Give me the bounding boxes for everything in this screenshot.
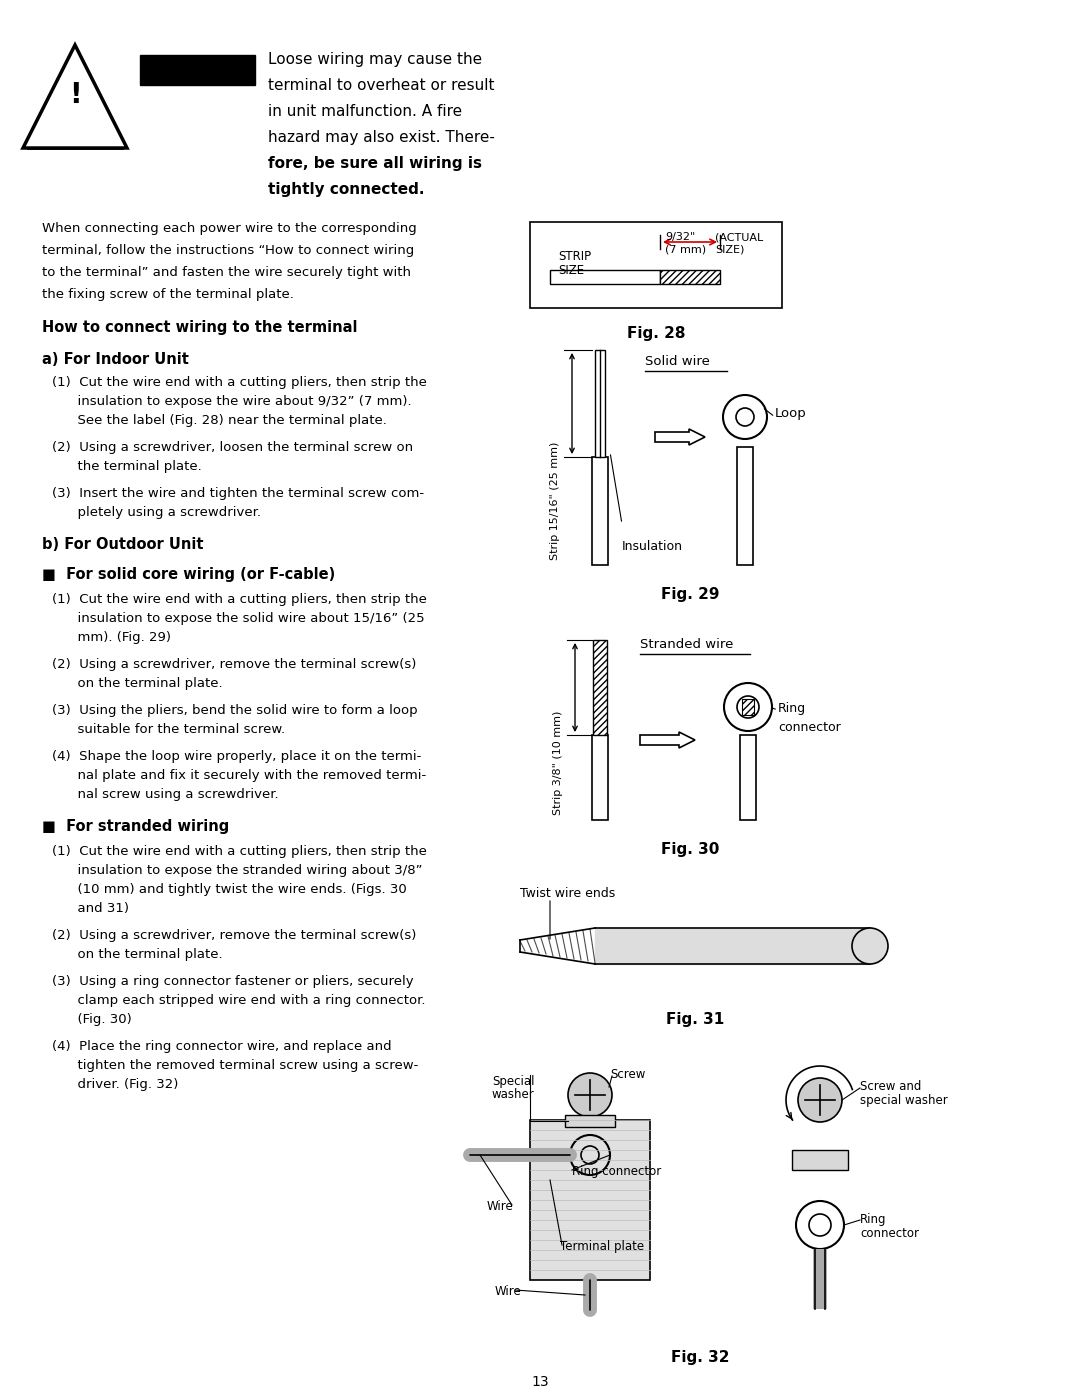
Text: Loose wiring may cause the: Loose wiring may cause the <box>268 52 482 67</box>
Bar <box>140 54 255 85</box>
Text: (3)  Using the pliers, bend the solid wire to form a loop: (3) Using the pliers, bend the solid wir… <box>52 704 418 717</box>
Text: (ACTUAL: (ACTUAL <box>715 232 764 242</box>
Bar <box>565 1115 615 1127</box>
Text: (1)  Cut the wire end with a cutting pliers, then strip the: (1) Cut the wire end with a cutting plie… <box>52 845 427 858</box>
Text: Ring: Ring <box>860 1213 887 1227</box>
Text: terminal, follow the instructions “How to connect wiring: terminal, follow the instructions “How t… <box>42 244 415 257</box>
Text: Strip 3/8" (10 mm): Strip 3/8" (10 mm) <box>553 711 563 814</box>
Bar <box>593 640 607 735</box>
Text: terminal to overheat or result: terminal to overheat or result <box>268 78 495 94</box>
Circle shape <box>852 928 888 964</box>
Text: (4)  Shape the loop wire properly, place it on the termi-: (4) Shape the loop wire properly, place … <box>52 750 421 763</box>
Text: Fig. 32: Fig. 32 <box>671 1350 729 1365</box>
Text: a) For Indoor Unit: a) For Indoor Unit <box>42 352 189 367</box>
Text: washer: washer <box>492 1088 535 1101</box>
Text: on the terminal plate.: on the terminal plate. <box>52 678 222 690</box>
Text: to the terminal” and fasten the wire securely tight with: to the terminal” and fasten the wire sec… <box>42 265 411 279</box>
Text: nal screw using a screwdriver.: nal screw using a screwdriver. <box>52 788 279 800</box>
Text: See the label (Fig. 28) near the terminal plate.: See the label (Fig. 28) near the termina… <box>52 414 387 427</box>
Bar <box>792 1150 848 1171</box>
Text: !: ! <box>69 81 81 109</box>
Text: mm). (Fig. 29): mm). (Fig. 29) <box>52 631 171 644</box>
Text: SIZE): SIZE) <box>715 244 744 254</box>
Text: 13: 13 <box>531 1375 549 1389</box>
Text: (Fig. 30): (Fig. 30) <box>52 1013 132 1025</box>
Text: insulation to expose the stranded wiring about 3/8”: insulation to expose the stranded wiring… <box>52 863 422 877</box>
Bar <box>592 457 608 564</box>
Text: clamp each stripped wire end with a ring connector.: clamp each stripped wire end with a ring… <box>52 995 426 1007</box>
Text: tightly connected.: tightly connected. <box>268 182 424 197</box>
Text: nal plate and fix it securely with the removed termi-: nal plate and fix it securely with the r… <box>52 768 427 782</box>
Text: Fig. 29: Fig. 29 <box>661 587 719 602</box>
Text: Ring: Ring <box>778 703 806 715</box>
Text: Special: Special <box>492 1076 535 1088</box>
Text: (2)  Using a screwdriver, remove the terminal screw(s): (2) Using a screwdriver, remove the term… <box>52 929 417 942</box>
Text: When connecting each power wire to the corresponding: When connecting each power wire to the c… <box>42 222 417 235</box>
Bar <box>592 735 608 820</box>
Text: Wire: Wire <box>487 1200 514 1213</box>
Text: ■  For solid core wiring (or F-cable): ■ For solid core wiring (or F-cable) <box>42 567 335 583</box>
Text: Ring connector: Ring connector <box>572 1165 661 1178</box>
Bar <box>530 222 782 307</box>
Text: pletely using a screwdriver.: pletely using a screwdriver. <box>52 506 261 520</box>
Text: driver. (Fig. 32): driver. (Fig. 32) <box>52 1078 178 1091</box>
Text: b) For Outdoor Unit: b) For Outdoor Unit <box>42 536 203 552</box>
Text: STRIP: STRIP <box>558 250 591 263</box>
Text: (1)  Cut the wire end with a cutting pliers, then strip the: (1) Cut the wire end with a cutting plie… <box>52 592 427 606</box>
Text: (2)  Using a screwdriver, remove the terminal screw(s): (2) Using a screwdriver, remove the term… <box>52 658 417 671</box>
Text: Fig. 30: Fig. 30 <box>661 842 719 856</box>
Polygon shape <box>640 732 696 747</box>
Text: Twist wire ends: Twist wire ends <box>519 887 616 900</box>
Text: WARNING: WARNING <box>161 63 233 77</box>
Text: (1)  Cut the wire end with a cutting pliers, then strip the: (1) Cut the wire end with a cutting plie… <box>52 376 427 388</box>
Text: on the terminal plate.: on the terminal plate. <box>52 949 222 961</box>
Text: Strip 15/16" (25 mm): Strip 15/16" (25 mm) <box>550 441 561 560</box>
Text: (4)  Place the ring connector wire, and replace and: (4) Place the ring connector wire, and r… <box>52 1039 392 1053</box>
Text: suitable for the terminal screw.: suitable for the terminal screw. <box>52 724 285 736</box>
Bar <box>660 270 720 284</box>
Text: ■  For stranded wiring: ■ For stranded wiring <box>42 819 229 834</box>
Text: (10 mm) and tightly twist the wire ends. (Figs. 30: (10 mm) and tightly twist the wire ends.… <box>52 883 407 895</box>
Circle shape <box>798 1078 842 1122</box>
Bar <box>737 447 753 564</box>
Text: the fixing screw of the terminal plate.: the fixing screw of the terminal plate. <box>42 288 294 300</box>
Text: connector: connector <box>860 1227 919 1241</box>
Text: hazard may also exist. There-: hazard may also exist. There- <box>268 130 495 145</box>
Text: (3)  Using a ring connector fastener or pliers, securely: (3) Using a ring connector fastener or p… <box>52 975 414 988</box>
Bar <box>595 351 605 457</box>
Text: Terminal plate: Terminal plate <box>561 1241 644 1253</box>
Text: Screw: Screw <box>610 1067 646 1081</box>
Text: 9/32": 9/32" <box>665 232 696 242</box>
Bar <box>530 1120 650 1280</box>
Text: special washer: special washer <box>860 1094 948 1106</box>
Text: and 31): and 31) <box>52 902 129 915</box>
Text: Screw and: Screw and <box>860 1080 921 1092</box>
Bar <box>550 270 660 284</box>
Text: (3)  Insert the wire and tighten the terminal screw com-: (3) Insert the wire and tighten the term… <box>52 488 424 500</box>
Text: Fig. 28: Fig. 28 <box>626 326 685 341</box>
Text: connector: connector <box>778 721 840 733</box>
Text: in unit malfunction. A fire: in unit malfunction. A fire <box>268 103 462 119</box>
Text: Loop: Loop <box>775 407 807 420</box>
Text: SIZE: SIZE <box>558 264 584 277</box>
Circle shape <box>568 1073 612 1118</box>
Text: Solid wire: Solid wire <box>645 355 710 367</box>
Bar <box>742 698 754 715</box>
Text: (2)  Using a screwdriver, loosen the terminal screw on: (2) Using a screwdriver, loosen the term… <box>52 441 414 454</box>
Text: insulation to expose the wire about 9/32” (7 mm).: insulation to expose the wire about 9/32… <box>52 395 411 408</box>
Text: (7 mm): (7 mm) <box>665 244 706 254</box>
Text: Fig. 31: Fig. 31 <box>666 1011 724 1027</box>
Text: fore, be sure all wiring is: fore, be sure all wiring is <box>268 156 482 170</box>
Text: the terminal plate.: the terminal plate. <box>52 460 202 474</box>
Text: Insulation: Insulation <box>622 541 683 553</box>
Text: insulation to expose the solid wire about 15/16” (25: insulation to expose the solid wire abou… <box>52 612 424 624</box>
Text: Stranded wire: Stranded wire <box>640 638 733 651</box>
Bar <box>740 735 756 820</box>
Text: How to connect wiring to the terminal: How to connect wiring to the terminal <box>42 320 357 335</box>
Polygon shape <box>654 429 705 446</box>
Text: tighten the removed terminal screw using a screw-: tighten the removed terminal screw using… <box>52 1059 418 1071</box>
Text: Wire: Wire <box>495 1285 522 1298</box>
